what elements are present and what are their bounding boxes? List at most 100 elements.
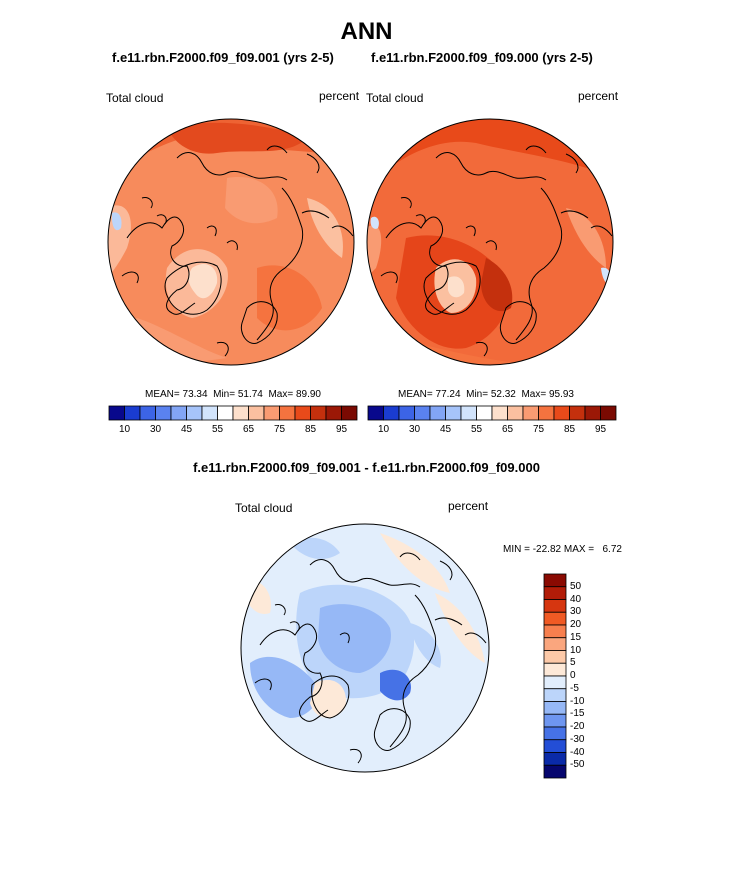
difference-colorbar-tick-label: -40 [570,746,585,758]
difference-colorbar-box [543,611,567,626]
left-colorbar-box [201,405,218,421]
difference-colorbar-tick-label: 40 [570,593,582,605]
right-colorbar-tick-label: 95 [594,424,607,435]
difference-colorbar-tick-label: 30 [570,606,582,618]
difference-colorbar-box [543,688,567,702]
left-max-value: 89.90 [295,389,321,400]
difference-colorbar-ticks: 50 40 30 20 15 10 5 0 -5 -10 -15 -20 -30 -40 -50 [570,574,610,778]
right-min-label: Min= [466,389,489,400]
left-min-label: Min= [213,389,236,400]
difference-colorbar-tick-label: -5 [570,682,579,694]
left-max-label: Max= [268,389,294,400]
difference-colorbar-tick-label: 0 [570,670,576,681]
left-colorbar-box [294,405,311,421]
left-stats: MEAN= 73.34 Min= 51.74 Max= 89.90 [145,389,321,400]
left-colorbar-box [279,405,296,421]
left-colorbar-box [310,405,327,421]
difference-polar-map [240,523,490,773]
right-colorbar-tick-label: 45 [439,424,452,435]
right-units-label: percent [578,89,619,103]
right-max-value: 95.93 [548,389,574,400]
difference-colorbar [543,573,567,779]
left-colorbar-box [341,405,358,421]
difference-colorbar-box [543,739,567,753]
difference-colorbar-tick-label: 50 [570,580,582,592]
left-colorbar-box [108,405,125,421]
difference-colorbar-box [543,573,567,588]
left-colorbar-box [325,405,342,421]
left-colorbar-box [139,405,156,421]
left-colorbar-tick-label: 95 [335,424,348,435]
right-stats: MEAN= 77.24 Min= 52.32 Max= 95.93 [398,389,574,400]
difference-colorbar-tick-label: -20 [570,721,585,732]
left-colorbar-box [217,405,234,421]
right-colorbar-box [569,405,586,421]
right-colorbar-tick-label: 75 [532,424,545,435]
left-colorbar-ticks: 10 30 45 55 65 75 85 95 [109,424,357,438]
left-min-value: 51.74 [237,389,263,400]
left-polar-map [107,118,355,366]
right-min-value: 52.32 [490,389,516,400]
right-colorbar-tick-label: 65 [501,424,514,435]
left-units-label: percent [319,89,360,103]
difference-colorbar-box [543,599,567,613]
difference-colorbar-tick-label: -30 [570,733,585,745]
left-colorbar-box [263,405,280,421]
right-colorbar-tick-label: 30 [408,424,421,435]
right-max-label: Max= [521,389,547,400]
difference-colorbar-box [543,650,567,664]
left-mean-label: MEAN= [145,389,180,400]
difference-title: f.e11.rbn.F2000.f09_f09.001 - f.e11.rbn.… [193,460,540,475]
difference-colorbar-tick-label: 5 [570,657,576,669]
diff-minmax: MIN = -22.82 MAX = 6.72 [503,544,622,555]
left-colorbar-tick-label: 85 [304,424,317,435]
difference-colorbar-tick-label: 15 [570,631,582,643]
right-colorbar-box [553,405,570,421]
right-colorbar-box [429,405,446,421]
right-colorbar-box [476,405,493,421]
difference-colorbar-box [543,764,567,779]
left-colorbar-box [124,405,141,421]
right-colorbar-box [398,405,415,421]
left-colorbar-tick-label: 55 [211,424,224,435]
right-colorbar-box [507,405,524,421]
case-title-left: f.e11.rbn.F2000.f09_f09.001 (yrs 2-5) [112,50,334,65]
right-colorbar-box [491,405,508,421]
right-colorbar-box [383,405,400,421]
left-colorbar-tick-label: 45 [180,424,193,435]
difference-colorbar-tick-label: -10 [570,695,585,707]
right-colorbar-box [584,405,601,421]
left-colorbar-box [170,405,187,421]
right-mean-label: MEAN= [398,389,433,400]
right-colorbar-box [445,405,462,421]
right-colorbar-tick-label: 85 [563,424,576,435]
right-colorbar-box [460,405,477,421]
right-colorbar-box [522,405,539,421]
right-colorbar-ticks: 10 30 45 55 65 75 85 95 [368,424,616,438]
right-mean-value: 77.24 [435,389,461,400]
difference-colorbar-box [543,662,567,677]
difference-colorbar-box [543,637,567,651]
right-colorbar [367,405,617,421]
left-colorbar-box [186,405,203,421]
difference-colorbar-tick-label: -50 [570,759,585,771]
difference-colorbar-box [543,675,567,690]
right-colorbar-tick-label: 55 [470,424,483,435]
figure-title: ANN [340,18,393,45]
difference-colorbar-box [543,701,567,715]
difference-colorbar-box [543,752,567,766]
right-colorbar-tick-label: 10 [377,424,390,435]
case-title-right: f.e11.rbn.F2000.f09_f09.000 (yrs 2-5) [371,50,593,65]
left-colorbar [108,405,358,421]
left-colorbar-box [248,405,265,421]
right-colorbar-box [367,405,384,421]
left-colorbar-tick-label: 75 [273,424,286,435]
left-colorbar-box [232,405,249,421]
left-colorbar-tick-label: 65 [242,424,255,435]
difference-colorbar-box [543,624,567,639]
difference-colorbar-tick-label: -15 [570,708,585,720]
left-colorbar-tick-label: 30 [149,424,162,435]
diff-variable-label: Total cloud [235,501,293,515]
diff-units-label: percent [448,499,489,513]
left-variable-label: Total cloud [106,91,164,105]
